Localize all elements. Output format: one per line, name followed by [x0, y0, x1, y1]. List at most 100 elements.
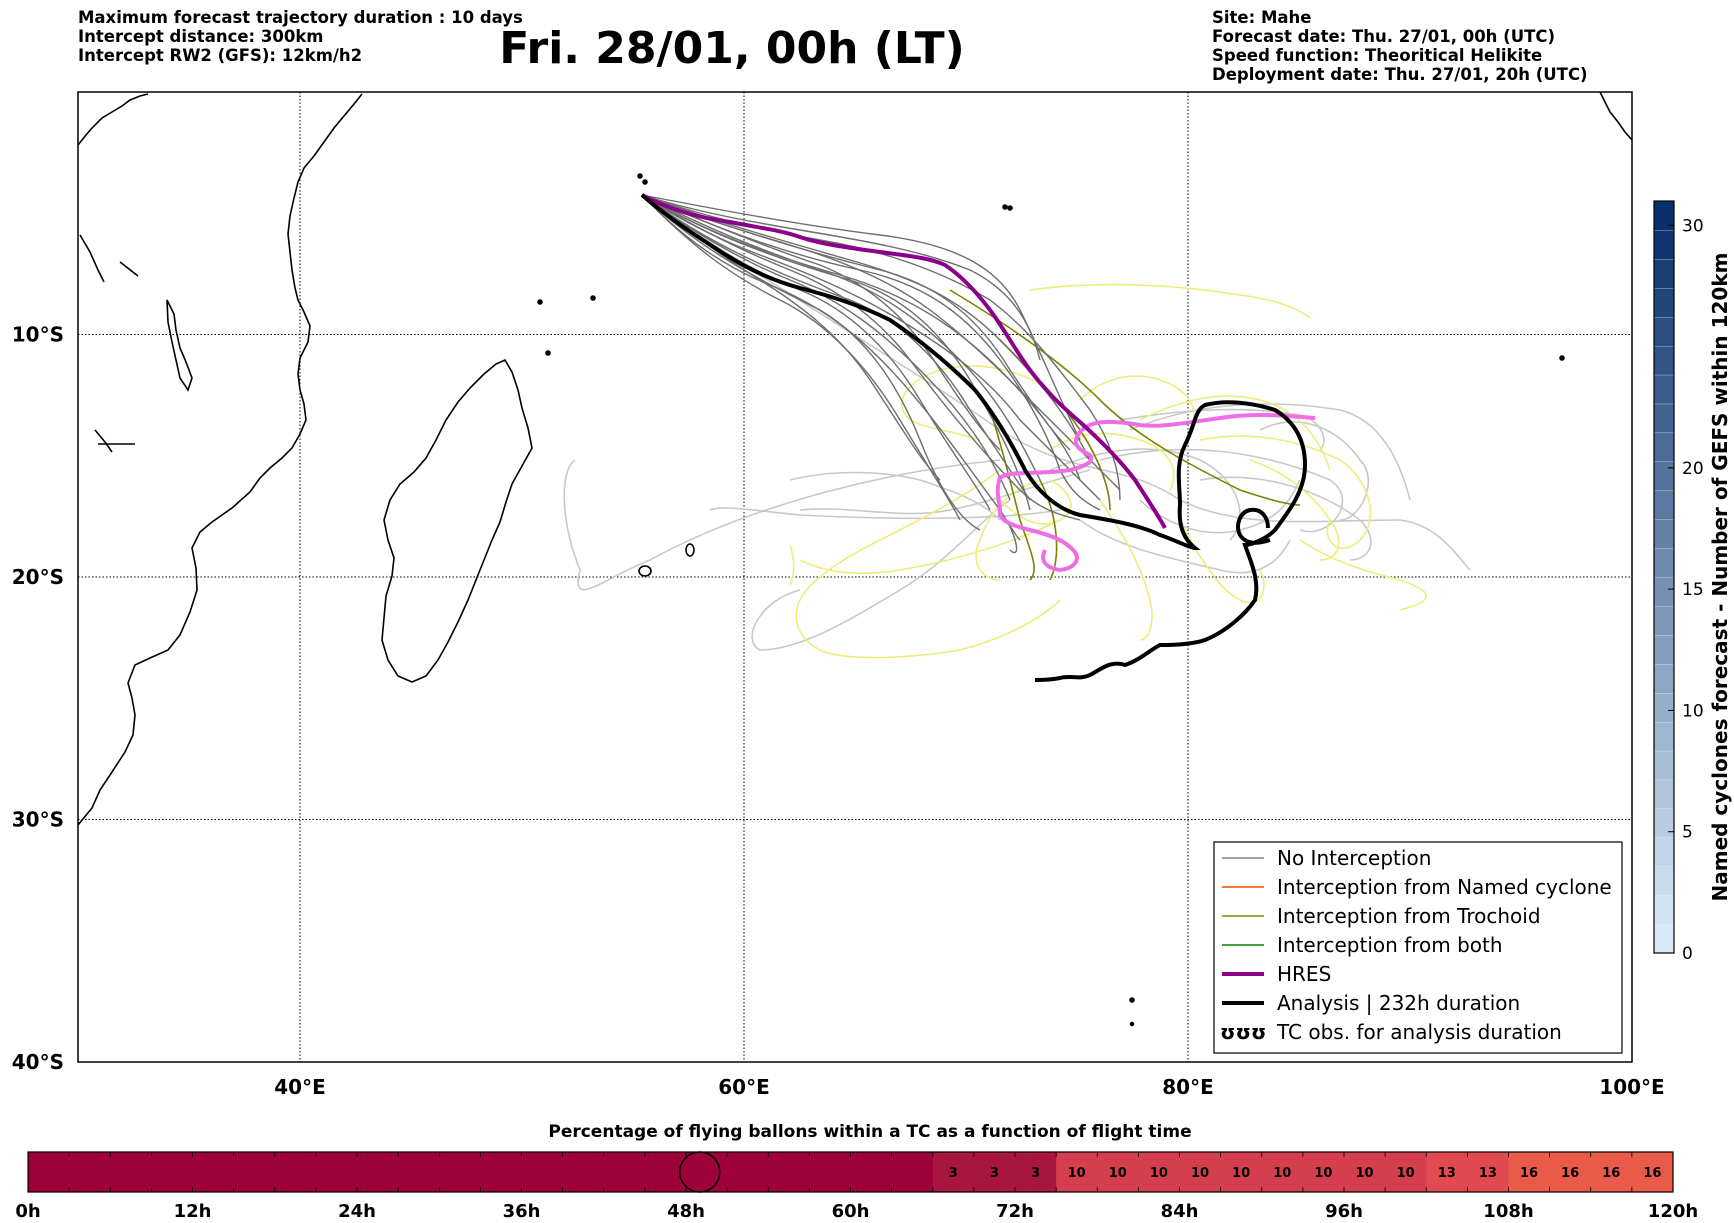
legend: No Interception Interception from Named c… [1213, 841, 1623, 1054]
bottom-bar-tick-label: 108h [1483, 1201, 1533, 1222]
lat-tick-label: 40°S [12, 1050, 64, 1074]
header-left: Maximum forecast trajectory duration : 1… [78, 8, 523, 65]
current-time-marker [678, 1151, 721, 1193]
bottom-bar-ticks: 0h 12h 24h 36h 48h 60h 72h 84h 96h 108h 120h [15, 1201, 1698, 1222]
colorbar-band [1653, 403, 1675, 434]
colorbar-band [1653, 866, 1675, 896]
bottom-bar-tick-label: 12h [174, 1201, 212, 1222]
colorbar-tick-label: 5 [1682, 823, 1693, 843]
legend-item-label: Interception from Trochoid [1277, 904, 1541, 928]
colorbar-right-frame [1653, 200, 1675, 954]
cocos-islet [1559, 355, 1565, 361]
colorbar-tick-label: 20 [1682, 459, 1704, 479]
header-right-line-4: Deployment date: Thu. 27/01, 20h (UTC) [1212, 65, 1588, 84]
lon-tick-label: 100°E [1599, 1075, 1664, 1099]
bottom-bar-segment [1344, 1152, 1386, 1192]
colorbar-band [1653, 374, 1675, 405]
bottom-bar-tick-label: 72h [996, 1201, 1034, 1222]
header-right-line-1: Site: Mahe [1212, 8, 1312, 27]
bottom-bar-tick-label: 96h [1325, 1201, 1363, 1222]
bottom-bar-segment [1015, 1152, 1057, 1192]
colorbar-band [1653, 837, 1675, 867]
bottom-bar-segment [1467, 1152, 1509, 1192]
bottom-bar-segment-value: 10 [1356, 1166, 1374, 1181]
colorbar-band [1653, 287, 1675, 318]
colorbar-band [1653, 547, 1675, 578]
colorbar-band [1653, 721, 1675, 752]
hres-trajectory [641, 193, 1167, 529]
colorbar-band [1653, 692, 1675, 723]
bottom-bar-segment [1302, 1152, 1345, 1192]
bottom-bar-segment [1138, 1152, 1180, 1192]
colorbar-band [1653, 634, 1675, 665]
lat-tick-label: 30°S [12, 808, 64, 832]
bottom-bar-segment-value: 16 [1643, 1166, 1661, 1181]
page-title: Fri. 28/01, 00h (LT) [499, 23, 965, 74]
bottom-bar-tick-label: 48h [667, 1201, 705, 1222]
bottom-bar-segment-value: 3 [949, 1166, 958, 1181]
bottom-bar-tick-label: 60h [832, 1201, 870, 1222]
colorbar-right-label: Named cyclones forecast - Number of GEFS… [1708, 253, 1732, 902]
bottom-bar-tick-label: 24h [338, 1201, 376, 1222]
header-left-line-1: Maximum forecast trajectory duration : 1… [78, 8, 523, 27]
colorbar-band [1653, 345, 1675, 376]
colorbar-band [1653, 432, 1675, 462]
bottom-bar-segment [1590, 1152, 1633, 1192]
bottom-bar-tick-label: 0h [15, 1201, 40, 1222]
coastlines [78, 92, 1632, 1027]
bottom-bar-segment-value: 10 [1232, 1166, 1250, 1181]
bottom-bar-frame [27, 1151, 1674, 1193]
mahe-islet [637, 173, 643, 179]
header-left-line-2: Intercept distance: 300km [78, 27, 324, 46]
bottom-bar-segment-value: 10 [1273, 1166, 1291, 1181]
amsterdam-islet [1129, 997, 1135, 1003]
mozambique-channel-islands [166, 299, 193, 392]
lake-coast-2 [79, 234, 139, 283]
lon-tick-label: 60°E [718, 1075, 770, 1099]
bottom-bar-segment-value: 3 [1031, 1166, 1040, 1181]
bottom-bar-segment [1056, 1152, 1098, 1192]
islet-a [545, 350, 551, 356]
analysis-loop [1236, 507, 1271, 545]
hres-pink-segment [995, 412, 1316, 573]
colorbar-band [1653, 750, 1675, 781]
bottom-bar-segment [1426, 1152, 1468, 1192]
colorbar-band [1653, 576, 1675, 607]
colorbar-right-bands [1653, 200, 1675, 954]
map-frame [77, 91, 1633, 1063]
colorbar-band [1653, 605, 1675, 636]
analysis-trajectory [640, 193, 1308, 682]
map-panel: 40°E 60°E 80°E 100°E 10°S 20°S 30°S 40°S No Int… [12, 91, 1665, 1099]
bottom-bar-segment-value: 10 [1068, 1166, 1086, 1181]
legend-box [1213, 841, 1623, 1054]
colorbar-tick-label: 30 [1682, 216, 1704, 236]
bottom-bar-segment-value: 10 [1397, 1166, 1415, 1181]
yellow-trajectories [789, 283, 1428, 659]
bottom-bar-segment-value: 13 [1438, 1166, 1456, 1181]
colorbar-band [1653, 519, 1675, 549]
colorbar-band [1653, 895, 1675, 925]
africa-coastline [78, 93, 363, 826]
bottom-bar-segment [1549, 1152, 1592, 1192]
mahe-islet-2 [642, 179, 648, 185]
bottom-bar-segment [28, 1152, 934, 1192]
colorbar-band [1653, 779, 1675, 810]
colorbar-band [1653, 490, 1675, 520]
legend-glyph-tc-icon: ʊʊʊ [1220, 1020, 1266, 1044]
seychelles-islets [590, 295, 596, 301]
bottom-bar-tick-label: 36h [503, 1201, 541, 1222]
africa-coastline-north [78, 93, 149, 146]
colorbar-band [1653, 258, 1675, 289]
reunion-island [638, 565, 652, 577]
bottom-timeline-bar: Percentage of flying ballons within a TC… [15, 1122, 1698, 1222]
chagos-islet-2 [1007, 205, 1013, 211]
bottom-bar-segments: 3 3 3 10 10 10 10 10 10 10 10 10 13 13 16 16 16 16 [27, 1152, 1674, 1192]
bottom-bar-segment [1385, 1152, 1427, 1192]
legend-item-label: HRES [1277, 962, 1331, 986]
bottom-bar-segment [1508, 1152, 1551, 1192]
bottom-bar-segment-value: 16 [1520, 1166, 1538, 1181]
colorbar-tick-label: 15 [1682, 580, 1704, 600]
colorbar-band [1653, 663, 1675, 694]
colorbar-band [1653, 461, 1675, 491]
legend-item-label: No Interception [1277, 846, 1431, 870]
